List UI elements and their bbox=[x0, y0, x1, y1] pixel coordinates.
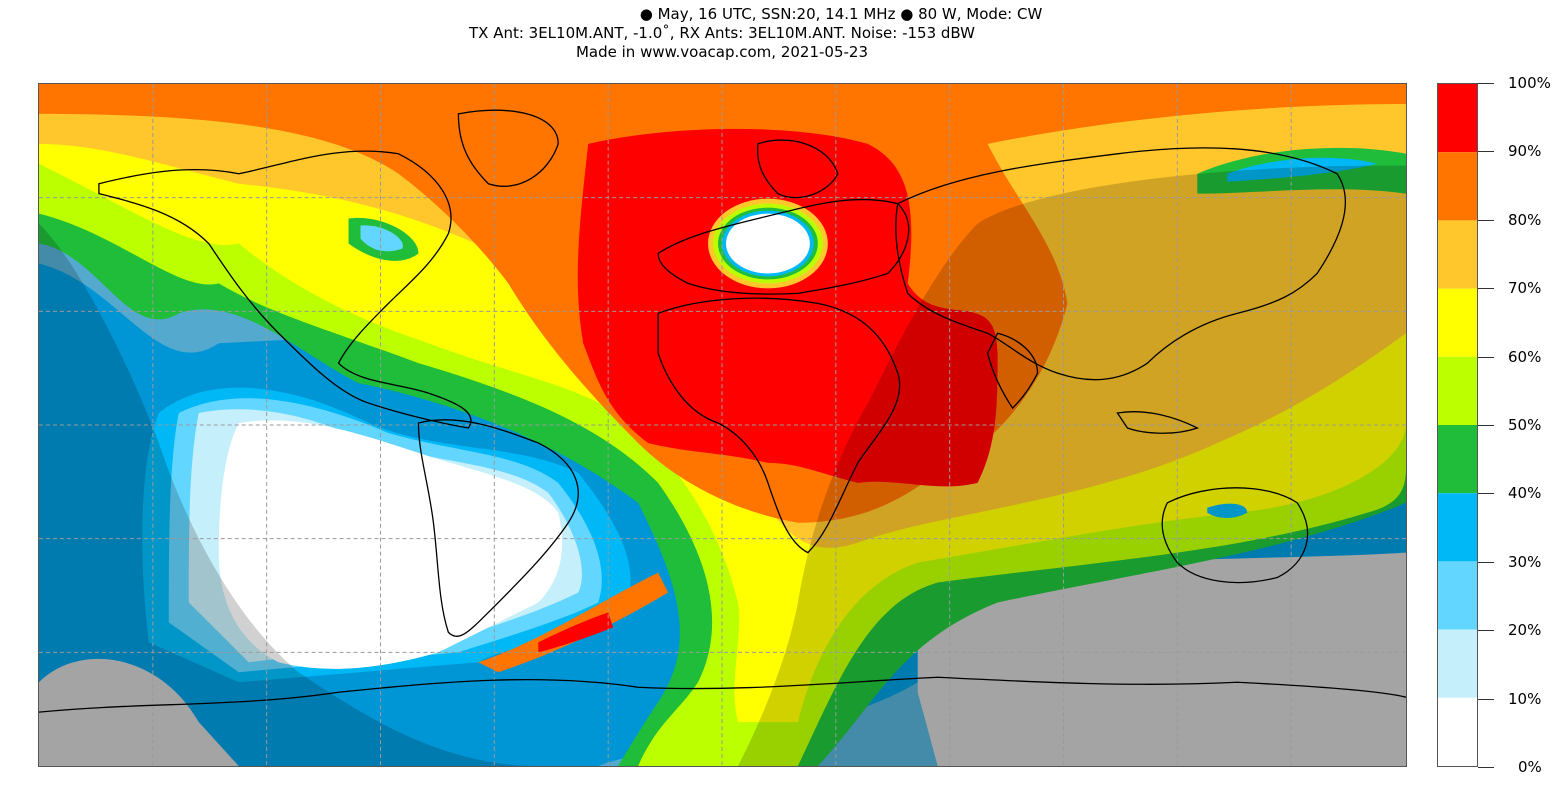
night-overlay-east bbox=[737, 165, 1406, 766]
sw-grey-area bbox=[39, 658, 239, 766]
colorbar-tick-90 bbox=[1478, 151, 1494, 152]
colorbar-0-10 bbox=[1438, 697, 1477, 766]
colorbar-tick-40 bbox=[1478, 493, 1494, 494]
na-blue-spot-inner bbox=[360, 225, 403, 252]
colorbar-90-100 bbox=[1438, 84, 1477, 153]
south-orange-streak bbox=[478, 572, 669, 673]
colorbar-label-90: 90% bbox=[1508, 142, 1542, 160]
colorbar-label-80: 80% bbox=[1508, 211, 1542, 229]
colorbar-60-70 bbox=[1438, 288, 1477, 357]
chart-title-line-2: TX Ant: 3EL10M.ANT, -1.0˚, RX Ants: 3EL1… bbox=[468, 24, 975, 42]
colorbar-70-80 bbox=[1438, 220, 1477, 289]
colorbar-label-50: 50% bbox=[1508, 416, 1542, 434]
siberia-blue-band bbox=[1227, 157, 1378, 182]
chart-title-line-1: ● May, 16 UTC, SSN:20, 14.1 MHz ● 80 W, … bbox=[639, 5, 1043, 23]
map-grid bbox=[39, 84, 1406, 766]
coastlines bbox=[39, 109, 1406, 713]
colorbar-tick-30 bbox=[1478, 562, 1494, 563]
colorbar-10-20 bbox=[1438, 629, 1477, 698]
coverage-map bbox=[38, 83, 1407, 767]
antarctic-low-area bbox=[917, 552, 1406, 766]
colorbar-50-60 bbox=[1438, 356, 1477, 425]
chart-title-line-3: Made in www.voacap.com, 2021-05-23 bbox=[575, 43, 868, 61]
colorbar-tick-100 bbox=[1478, 83, 1494, 84]
colorbar bbox=[1437, 83, 1478, 767]
south-red-streak bbox=[538, 612, 614, 653]
colorbar-label-10: 10% bbox=[1508, 690, 1542, 708]
colorbar-label-0: 0% bbox=[1518, 758, 1542, 776]
australia-spot bbox=[1207, 503, 1248, 519]
night-overlay-west bbox=[39, 223, 539, 766]
colorbar-label-70: 70% bbox=[1508, 279, 1542, 297]
colorbar-20-30 bbox=[1438, 561, 1477, 630]
colorbar-tick-60 bbox=[1478, 357, 1494, 358]
tx-center-hole bbox=[725, 213, 810, 274]
colorbar-label-40: 40% bbox=[1508, 484, 1542, 502]
prediction-params: May, 16 UTC, SSN:20, 14.1 MHz bbox=[657, 5, 896, 23]
colorbar-80-90 bbox=[1438, 152, 1477, 221]
colorbar-tick-50 bbox=[1478, 425, 1494, 426]
sa-white-area bbox=[218, 420, 563, 669]
colorbar-tick-0 bbox=[1478, 767, 1494, 768]
power-mode: 80 W, Mode: CW bbox=[918, 5, 1043, 23]
colorbar-label-100: 100% bbox=[1508, 74, 1551, 92]
contour-90 bbox=[577, 128, 998, 487]
colorbar-tick-70 bbox=[1478, 288, 1494, 289]
colorbar-label-30: 30% bbox=[1508, 553, 1542, 571]
colorbar-30-40 bbox=[1438, 493, 1477, 562]
colorbar-label-20: 20% bbox=[1508, 621, 1542, 639]
colorbar-label-60: 60% bbox=[1508, 348, 1542, 366]
colorbar-tick-80 bbox=[1478, 220, 1494, 221]
colorbar-tick-10 bbox=[1478, 699, 1494, 700]
colorbar-40-50 bbox=[1438, 425, 1477, 494]
colorbar-tick-20 bbox=[1478, 630, 1494, 631]
